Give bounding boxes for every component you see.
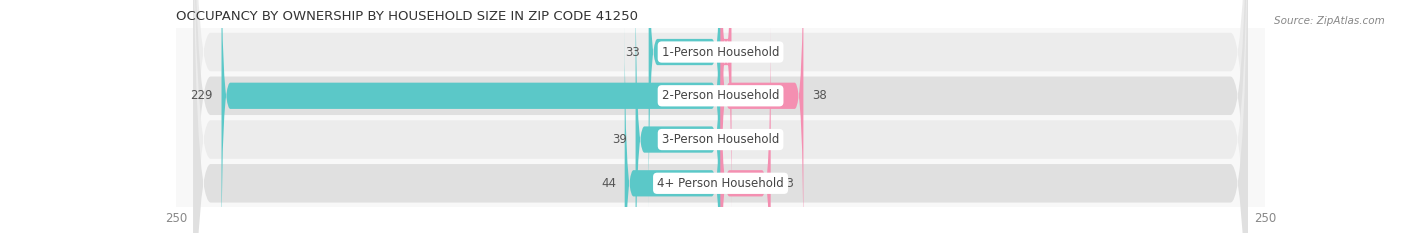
Text: 39: 39: [612, 133, 627, 146]
FancyBboxPatch shape: [648, 0, 721, 214]
FancyBboxPatch shape: [193, 0, 1249, 233]
Text: 5: 5: [740, 45, 748, 58]
FancyBboxPatch shape: [193, 0, 1249, 233]
Text: Source: ZipAtlas.com: Source: ZipAtlas.com: [1274, 16, 1385, 26]
Text: 1-Person Household: 1-Person Household: [662, 45, 779, 58]
FancyBboxPatch shape: [624, 21, 721, 233]
Text: 38: 38: [813, 89, 827, 102]
Text: 44: 44: [600, 177, 616, 190]
FancyBboxPatch shape: [222, 0, 721, 233]
Text: 3-Person Household: 3-Person Household: [662, 133, 779, 146]
FancyBboxPatch shape: [636, 0, 721, 233]
Text: 229: 229: [190, 89, 212, 102]
Text: OCCUPANCY BY OWNERSHIP BY HOUSEHOLD SIZE IN ZIP CODE 41250: OCCUPANCY BY OWNERSHIP BY HOUSEHOLD SIZE…: [176, 10, 638, 23]
Text: 33: 33: [626, 45, 640, 58]
FancyBboxPatch shape: [193, 0, 1249, 233]
Text: 4+ Person Household: 4+ Person Household: [657, 177, 785, 190]
Text: 0: 0: [730, 133, 737, 146]
FancyBboxPatch shape: [193, 0, 1249, 233]
FancyBboxPatch shape: [721, 21, 770, 233]
Text: 23: 23: [779, 177, 794, 190]
FancyBboxPatch shape: [721, 0, 803, 233]
Text: 2-Person Household: 2-Person Household: [662, 89, 779, 102]
FancyBboxPatch shape: [721, 0, 731, 214]
